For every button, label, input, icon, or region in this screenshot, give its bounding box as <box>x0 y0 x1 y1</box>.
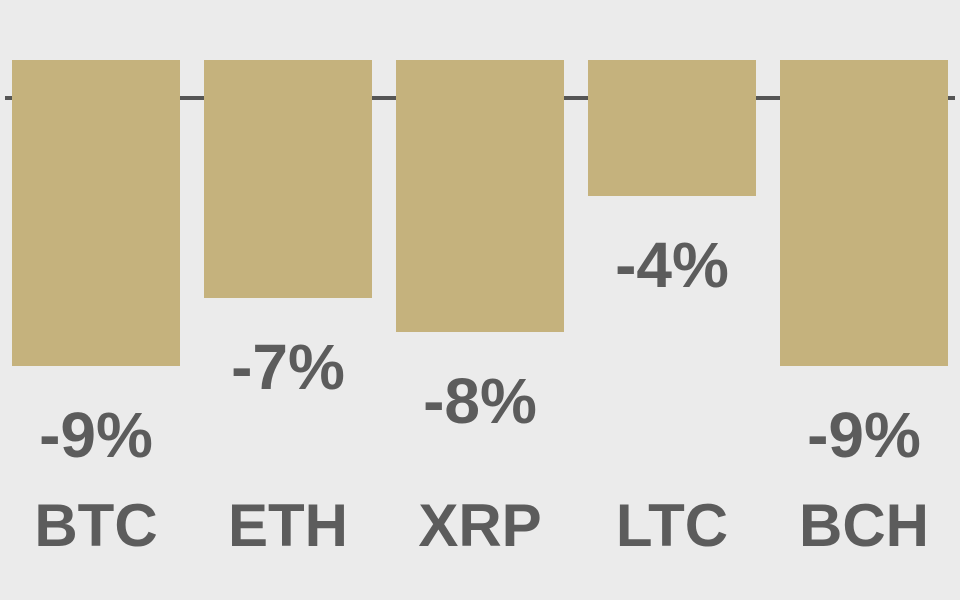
value-label: -4% <box>615 229 729 301</box>
value-label: -9% <box>39 399 153 471</box>
x-tick-label: BCH <box>799 492 929 559</box>
x-tick-label: LTC <box>616 492 728 559</box>
bar <box>12 60 180 366</box>
bar <box>780 60 948 366</box>
value-label: -9% <box>807 399 921 471</box>
x-tick-label: ETH <box>228 492 348 559</box>
bar <box>588 60 756 196</box>
value-label: -7% <box>231 331 345 403</box>
bar <box>396 60 564 332</box>
value-label: -8% <box>423 365 537 437</box>
x-tick-label: XRP <box>418 492 541 559</box>
bar <box>204 60 372 298</box>
x-tick-label: BTC <box>34 492 157 559</box>
